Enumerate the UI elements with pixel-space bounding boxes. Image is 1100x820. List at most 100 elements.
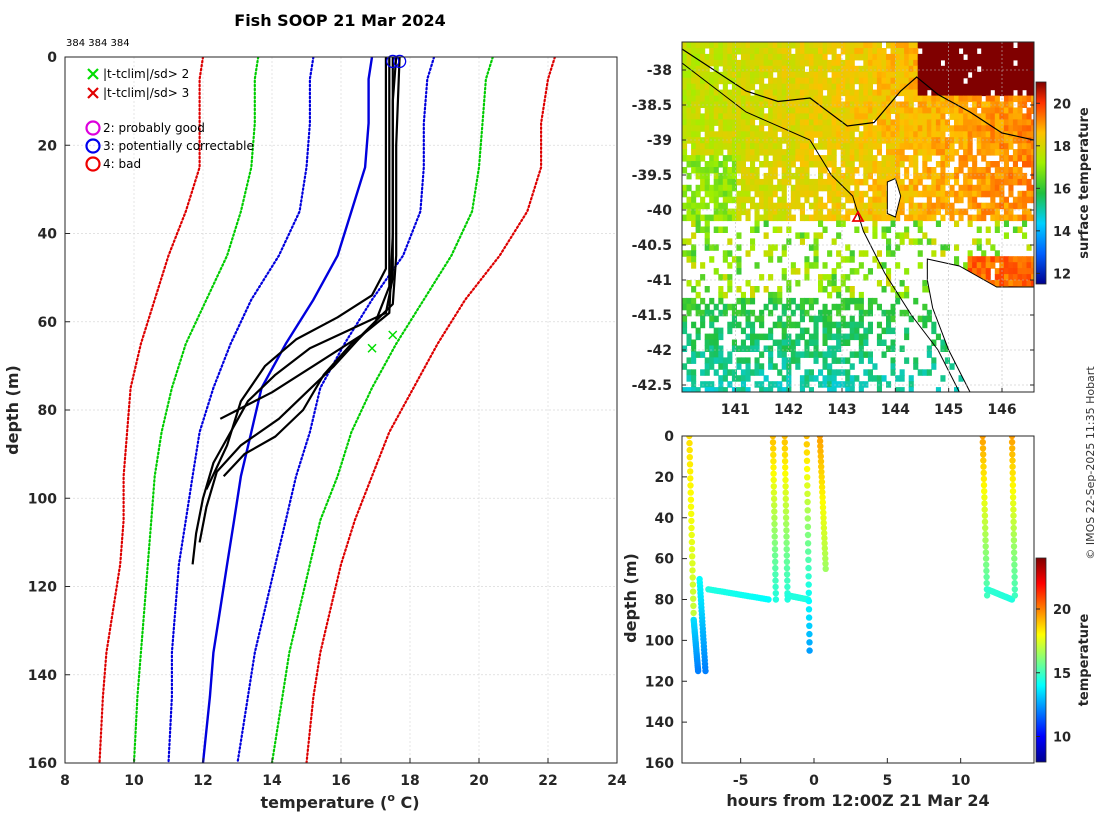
sst-cell (818, 196, 824, 204)
sst-cell (836, 345, 842, 352)
sst-cell (840, 42, 846, 49)
sst-cell (845, 190, 851, 198)
sst-cell (831, 125, 837, 132)
sst-cell (795, 280, 801, 287)
sst-cell (686, 387, 692, 392)
sst-cell (913, 149, 919, 156)
sst-cell (763, 286, 769, 293)
timeseries-point (686, 461, 694, 468)
sst-cell (981, 107, 987, 114)
sst-cell (963, 262, 969, 269)
sst-cell (917, 59, 923, 67)
sst-cell (881, 83, 887, 91)
timeseries-point (819, 499, 826, 506)
sst-cell (763, 184, 769, 192)
sst-cell (985, 262, 991, 269)
sst-cell (908, 119, 914, 126)
timeseries-point (1009, 475, 1016, 483)
depth-tick-label: 40 (655, 511, 675, 527)
sst-cell (722, 101, 728, 108)
sst-cell (949, 95, 955, 103)
sst-cell (1008, 119, 1014, 126)
sst-cell (876, 161, 882, 168)
sst-cell (709, 155, 715, 162)
sst-cell (736, 321, 742, 329)
timeseries-point (980, 451, 987, 458)
sst-cell (786, 137, 792, 144)
sst-cell (985, 268, 991, 275)
sst-cell (718, 149, 724, 156)
temp-colorbar (1035, 557, 1047, 763)
sst-cell (895, 214, 901, 222)
sst-cell (981, 125, 987, 132)
sst-cell (727, 53, 733, 61)
sst-cell (922, 125, 928, 132)
sst-cell (718, 387, 724, 392)
sst-cell (863, 149, 869, 156)
sst-cell (949, 202, 955, 210)
sst-cell (831, 107, 837, 114)
sst-cell (944, 125, 950, 132)
sst-cell (899, 89, 905, 97)
map-y-tick-label: -41.5 (632, 308, 672, 324)
sst-cell (858, 149, 864, 156)
sst-cell (904, 83, 910, 91)
sst-cell (731, 143, 737, 150)
sst-cell (858, 143, 864, 150)
sst-cell (808, 107, 814, 114)
sst-cell (691, 375, 697, 382)
sst-cell (872, 178, 878, 186)
sst-cell (772, 303, 778, 311)
sst-cell (831, 119, 837, 126)
sst-cell (1003, 196, 1009, 204)
timeseries-point (1010, 512, 1017, 519)
sst-cell (704, 244, 710, 251)
sst-cell (1017, 101, 1023, 108)
sst-cell (713, 345, 719, 352)
sst-cell (1026, 196, 1032, 204)
sst-cell (799, 71, 805, 79)
sst-cell (682, 155, 688, 162)
sst-cell (718, 48, 724, 55)
sst-cell (917, 125, 923, 132)
sst-cell (944, 137, 950, 144)
sst-cell (926, 131, 932, 138)
sst-cell (990, 125, 996, 132)
sst-cell (686, 256, 692, 263)
sst-cell (972, 172, 978, 180)
sst-cell (808, 53, 814, 61)
sst-cell (827, 363, 833, 370)
sst-cell (985, 101, 991, 108)
sst-cell (922, 280, 928, 287)
sst-cell (695, 291, 701, 299)
sst-cell (804, 268, 810, 275)
sst-cell (990, 77, 996, 85)
sst-cell (867, 297, 873, 305)
sst-cell (831, 375, 837, 382)
sst-cell (958, 208, 964, 216)
sst-cell (922, 113, 928, 120)
sst-cell (876, 107, 882, 114)
sst-cell (750, 333, 756, 341)
timeseries-point (783, 533, 790, 540)
sst-cell (1017, 262, 1023, 269)
sst-cell (849, 42, 855, 49)
sst-cell (917, 95, 923, 103)
climatology-sd-line (270, 57, 494, 763)
sst-cell (881, 172, 887, 180)
sst-cell (763, 95, 769, 103)
x-tick-label: 20 (469, 773, 489, 789)
sst-cell (813, 333, 819, 341)
sst-cell (849, 89, 855, 97)
sst-cell (818, 113, 824, 120)
sst-cell (845, 286, 851, 293)
sst-cell (872, 214, 878, 222)
sst-cell (913, 65, 919, 73)
sst-cell (804, 131, 810, 138)
sst-cell (799, 315, 805, 323)
sst-cell (818, 65, 824, 73)
sst-cell (976, 268, 982, 275)
sst-cell (858, 53, 864, 61)
sst-cell (682, 363, 688, 370)
sst-cell (958, 71, 964, 79)
